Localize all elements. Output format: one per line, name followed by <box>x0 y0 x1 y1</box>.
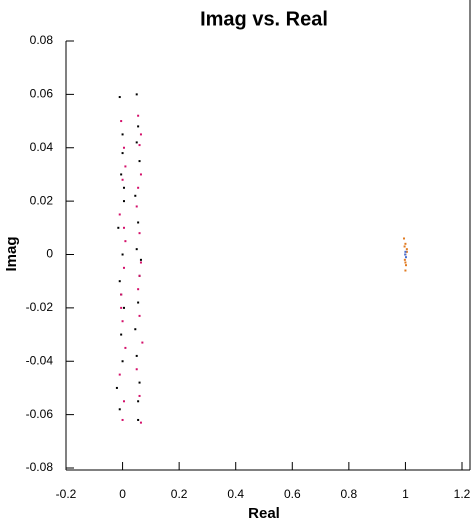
point <box>403 245 406 248</box>
y-tick-label: -0.04 <box>26 353 54 367</box>
point <box>404 250 407 253</box>
point <box>138 381 141 384</box>
x-tick-label: 1.2 <box>454 487 471 501</box>
point <box>121 320 124 323</box>
point <box>404 242 407 245</box>
point <box>137 288 140 291</box>
point <box>121 253 124 256</box>
point <box>122 146 125 149</box>
point <box>121 418 124 421</box>
point <box>122 306 125 309</box>
point <box>121 178 124 181</box>
point <box>118 213 121 216</box>
y-axis-label: Imag <box>3 236 20 271</box>
point <box>121 152 124 155</box>
point <box>405 250 408 253</box>
point <box>135 205 138 208</box>
point <box>138 144 141 147</box>
x-tick-label: -0.2 <box>56 487 77 501</box>
point <box>403 237 406 240</box>
point <box>122 200 125 203</box>
point <box>135 248 138 251</box>
y-tick-label: 0 <box>46 247 53 261</box>
point <box>139 133 142 136</box>
point <box>403 258 406 261</box>
point <box>135 354 138 357</box>
point <box>139 173 142 176</box>
point <box>405 248 408 251</box>
x-tick-label: 0.6 <box>284 487 301 501</box>
y-tick-label: 0.08 <box>30 33 54 47</box>
point <box>139 258 142 261</box>
point <box>137 301 140 304</box>
point <box>137 114 140 117</box>
point <box>134 194 137 197</box>
point <box>117 226 120 229</box>
point <box>120 306 123 309</box>
point <box>138 274 141 277</box>
point <box>404 256 407 259</box>
point <box>118 96 121 99</box>
point <box>135 93 138 96</box>
point <box>141 341 144 344</box>
point <box>124 165 127 168</box>
point <box>139 421 142 424</box>
point <box>137 221 140 224</box>
point <box>139 261 142 264</box>
x-tick-label: 0 <box>119 487 126 501</box>
x-tick-label: 0.8 <box>341 487 358 501</box>
y-tick-label: 0.02 <box>30 193 54 207</box>
y-tick-label: 0.04 <box>30 140 54 154</box>
y-tick-label: -0.06 <box>26 407 54 421</box>
point <box>122 266 125 269</box>
point <box>122 226 125 229</box>
point <box>138 160 141 163</box>
y-tick-label: -0.02 <box>26 300 54 314</box>
x-tick-label: 0.2 <box>171 487 188 501</box>
point <box>137 400 140 403</box>
point <box>124 240 127 243</box>
point <box>118 373 121 376</box>
point <box>138 232 141 235</box>
point <box>122 186 125 189</box>
point <box>118 280 121 283</box>
point <box>134 328 137 331</box>
point <box>120 173 123 176</box>
y-tick-label: -0.08 <box>26 460 54 474</box>
point <box>404 269 407 272</box>
point <box>137 125 140 128</box>
point <box>137 186 140 189</box>
point <box>404 264 407 267</box>
x-tick-label: 1 <box>402 487 409 501</box>
chart-title: Imag vs. Real <box>200 8 328 30</box>
y-tick-label: 0.06 <box>30 87 54 101</box>
point <box>115 386 118 389</box>
point <box>404 261 407 264</box>
point <box>135 141 138 144</box>
point <box>120 333 123 336</box>
x-tick-label: 0.4 <box>227 487 244 501</box>
point <box>120 293 123 296</box>
point <box>120 120 123 123</box>
point <box>135 368 138 371</box>
point <box>138 314 141 317</box>
x-axis-label: Real <box>248 505 280 522</box>
point <box>121 133 124 136</box>
point <box>138 394 141 397</box>
point <box>122 400 125 403</box>
point <box>121 360 124 363</box>
point <box>124 346 127 349</box>
point <box>118 408 121 411</box>
point <box>137 418 140 421</box>
point <box>404 253 407 256</box>
